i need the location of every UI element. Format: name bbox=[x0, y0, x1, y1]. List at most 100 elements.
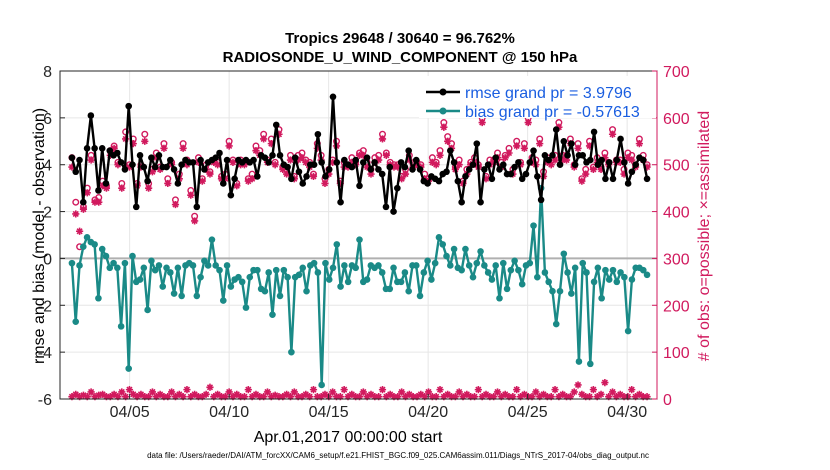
obs-assimilated-point bbox=[355, 151, 364, 159]
rmse-point bbox=[492, 154, 500, 161]
bias-point bbox=[477, 248, 484, 255]
obs-assimilated-point bbox=[252, 147, 260, 155]
obs-rejected-point bbox=[271, 391, 279, 399]
rmse-point bbox=[473, 140, 481, 147]
rmse-point bbox=[201, 166, 208, 173]
bias-point bbox=[170, 290, 178, 297]
bias-point bbox=[242, 304, 250, 311]
obs-rejected-point bbox=[371, 393, 379, 401]
bias-point bbox=[481, 262, 488, 269]
obs-rejected-point bbox=[152, 393, 160, 401]
bias-point bbox=[174, 264, 182, 272]
obs-assimilated-point bbox=[294, 156, 302, 164]
obs-rejected-point bbox=[244, 386, 252, 394]
bias-point bbox=[155, 262, 163, 269]
rmse-point bbox=[412, 156, 420, 164]
obs-assimilated-point bbox=[114, 161, 122, 169]
y-tick-label: 2 bbox=[43, 205, 52, 222]
obs-rejected-point bbox=[194, 393, 203, 401]
obs-rejected-point bbox=[528, 393, 536, 401]
rmse-point bbox=[272, 121, 280, 129]
bias-point bbox=[541, 269, 549, 276]
x-tick-label: 04/25 bbox=[508, 404, 548, 421]
rmse-point bbox=[261, 154, 269, 161]
bias-point bbox=[159, 283, 167, 290]
rmse-point bbox=[148, 154, 155, 161]
bias-point bbox=[299, 264, 307, 272]
obs-rejected-point bbox=[240, 393, 249, 401]
obs-assimilated-point bbox=[459, 179, 467, 188]
obs-rejected-point bbox=[616, 390, 624, 398]
rmse-point bbox=[114, 149, 121, 157]
obs-rejected-point bbox=[359, 388, 367, 396]
rmse-point bbox=[265, 159, 272, 166]
rmse-point bbox=[643, 175, 651, 183]
obs-rejected-point bbox=[225, 388, 233, 396]
obs-assimilated-point bbox=[171, 200, 180, 209]
bias-point bbox=[178, 292, 185, 300]
rmse-point bbox=[462, 173, 469, 180]
obs-rejected-point bbox=[106, 393, 114, 401]
obs-assimilated-point bbox=[87, 156, 95, 164]
obs-rejected-point bbox=[99, 390, 107, 398]
rmse-point bbox=[496, 166, 503, 173]
obs-rejected-point bbox=[237, 393, 245, 401]
obs-assimilated-point bbox=[79, 205, 88, 213]
obs-rejected-point bbox=[267, 393, 275, 401]
bias-point bbox=[602, 266, 609, 274]
rmse-point bbox=[322, 173, 329, 180]
x-tick-label: 04/20 bbox=[408, 404, 448, 421]
bias-point bbox=[416, 292, 424, 300]
bias-point bbox=[643, 271, 651, 279]
bias-point bbox=[121, 259, 129, 267]
obs-rejected-point bbox=[451, 393, 459, 401]
bias-point bbox=[515, 266, 522, 274]
rmse-point bbox=[598, 156, 605, 164]
bias-point bbox=[613, 278, 621, 286]
obs-rejected-point bbox=[470, 393, 479, 401]
rmse-point bbox=[314, 130, 322, 138]
obs-rejected-point bbox=[421, 393, 429, 401]
rmse-point bbox=[639, 156, 647, 164]
rmse-point bbox=[254, 173, 261, 180]
obs-rejected-point bbox=[455, 388, 463, 396]
rmse-point bbox=[568, 140, 575, 147]
bias-point bbox=[617, 269, 624, 276]
obs-assimilated-point bbox=[378, 135, 387, 143]
y2-axis-label: # of obs: o=possible; ×=assimilated bbox=[696, 111, 713, 361]
obs-assimilated-point bbox=[616, 158, 624, 166]
y-tick-label: 6 bbox=[43, 111, 52, 128]
obs-assimilated-point bbox=[260, 135, 268, 143]
rmse-point bbox=[499, 161, 507, 169]
obs-rejected-point bbox=[217, 393, 226, 401]
obs-assimilated-point bbox=[455, 161, 463, 169]
obs-rejected-point bbox=[394, 393, 402, 401]
obs-rejected-point bbox=[313, 393, 321, 401]
obs-assimilated-point bbox=[478, 118, 486, 127]
bias-point bbox=[390, 264, 397, 272]
rmse-point bbox=[507, 170, 515, 178]
bias-point bbox=[375, 262, 382, 269]
obs-assimilated-point bbox=[110, 144, 118, 152]
rmse-point bbox=[106, 147, 114, 154]
obs-rejected-point bbox=[344, 393, 352, 401]
rmse-point bbox=[394, 184, 401, 192]
bias-point bbox=[201, 257, 208, 265]
bias-point bbox=[204, 262, 212, 269]
obs-rejected-point bbox=[543, 393, 551, 401]
obs-rejected-point bbox=[279, 393, 287, 401]
legend-marker-rmse bbox=[439, 88, 447, 96]
obs-assimilated-point bbox=[267, 140, 275, 148]
obs-assimilated-point bbox=[551, 156, 559, 164]
bias-point bbox=[378, 269, 386, 276]
obs-rejected-point bbox=[436, 386, 444, 394]
rmse-point bbox=[511, 163, 518, 171]
rmse-point bbox=[333, 159, 341, 166]
obs-rejected-point bbox=[125, 386, 134, 394]
bias-point bbox=[322, 259, 329, 267]
rmse-point bbox=[269, 152, 276, 159]
obs-rejected-point bbox=[317, 393, 325, 401]
obs-rejected-point bbox=[497, 393, 505, 401]
obs-assimilated-point bbox=[432, 161, 440, 169]
rmse-point bbox=[424, 180, 431, 187]
